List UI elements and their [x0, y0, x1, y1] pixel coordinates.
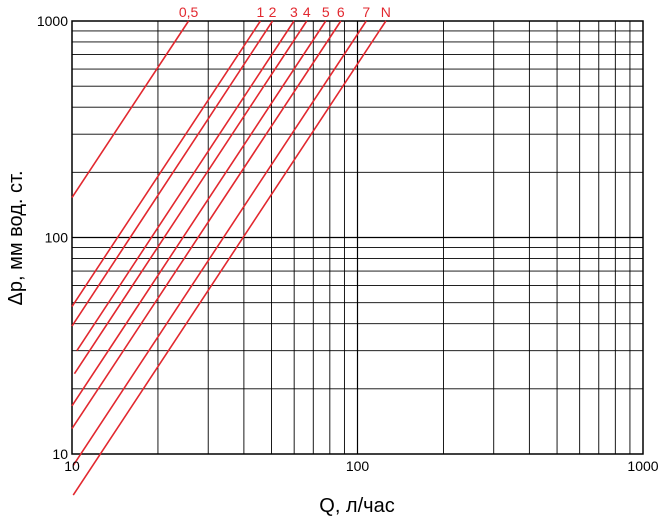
curve-label-0,5: 0,5: [179, 4, 199, 20]
curve-4: [73, 20, 308, 375]
x-tick-label: 100: [346, 458, 370, 474]
curve-0,5: [71, 20, 190, 198]
curve-1: [71, 20, 262, 307]
curve-2: [71, 20, 274, 327]
grid: [72, 21, 643, 454]
curves: [71, 20, 387, 496]
y-tick-label: 100: [45, 230, 69, 246]
curve-label-6: 6: [337, 4, 345, 20]
curve-6: [71, 20, 342, 430]
curve-7: [72, 20, 367, 466]
y-tick-labels: 10 100 1000: [37, 13, 68, 462]
y-tick-label: 10: [52, 446, 68, 462]
curve-label-1: 1: [257, 4, 265, 20]
curve-label-N: N: [381, 4, 391, 20]
curve-label-7: 7: [362, 4, 370, 20]
x-tick-label: 1000: [627, 458, 658, 474]
x-tick-label: 10: [64, 458, 80, 474]
x-axis-label: Q, л/час: [319, 495, 394, 517]
y-axis-label: Δp, мм вод. ст.: [5, 170, 27, 305]
curve-5: [71, 20, 327, 407]
y-tick-label: 1000: [37, 13, 68, 29]
curve-label-5: 5: [322, 4, 330, 20]
x-tick-labels: 10 100 1000: [64, 458, 659, 474]
curve-labels: 0,5 1 2 3 4 5 6 7 N: [179, 4, 391, 20]
curve-label-3: 3: [290, 4, 298, 20]
plot-frame: [71, 20, 644, 455]
curve-N: [72, 20, 387, 496]
curve-label-2: 2: [269, 4, 277, 20]
curve-label-4: 4: [303, 4, 311, 20]
curve-3: [76, 20, 295, 352]
